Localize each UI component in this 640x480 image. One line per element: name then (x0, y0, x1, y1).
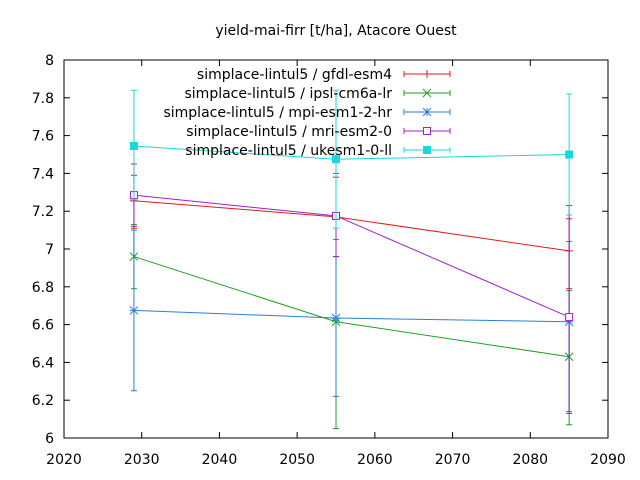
legend-entry-4: simplace-lintul5 / mri-esm2-0 (186, 124, 451, 140)
y-tick-label: 6.2 (32, 393, 54, 409)
data-point-marker (331, 313, 341, 323)
data-point-marker (129, 306, 139, 315)
legend-entry-5: simplace-lintul5 / ukesm1-0-ll (185, 143, 451, 159)
legend-label: simplace-lintul5 / mri-esm2-0 (186, 124, 392, 140)
series-3 (129, 229, 574, 413)
marker-stroke (422, 107, 432, 117)
legend-entry-2: simplace-lintul5 / ipsl-cm6a-lr (185, 86, 451, 102)
x-tick-label: 2060 (357, 452, 393, 468)
series-1 (129, 174, 574, 290)
chart-title: yield-mai-firr [t/ha], Atacore Ouest (215, 23, 457, 39)
marker-square (423, 146, 431, 154)
data-point-marker (565, 150, 574, 159)
series-line (133, 309, 570, 323)
marker-stroke (129, 306, 139, 315)
y-tick-label: 6.8 (32, 280, 54, 296)
marker-square (423, 127, 431, 135)
legend-entry-3: simplace-lintul5 / mpi-esm1-2-hr (163, 105, 451, 121)
y-tick-label: 7 (45, 242, 54, 258)
series-2 (129, 216, 574, 430)
data-point-marker (423, 127, 431, 135)
legend: simplace-lintul5 / gfdl-esm4 simplace-lin… (163, 67, 451, 159)
x-tick-label: 2090 (590, 452, 626, 468)
legend-label: simplace-lintul5 / ipsl-cm6a-lr (185, 86, 393, 102)
data-point-marker (565, 313, 574, 322)
x-tick-label: 2050 (279, 452, 315, 468)
y-tick-label: 6 (45, 431, 54, 447)
legend-entry-1: simplace-lintul5 / gfdl-esm4 (197, 67, 451, 83)
marker-stroke (331, 313, 341, 323)
x-tick-label: 2020 (46, 452, 82, 468)
series-5 (129, 89, 574, 229)
data-point-marker (129, 141, 138, 150)
x-tick-label: 2040 (202, 452, 238, 468)
y-tick-label: 7.8 (32, 91, 54, 107)
data-point-marker (423, 70, 431, 78)
series-line (133, 256, 570, 358)
data-point-marker (423, 146, 431, 154)
marker-square (565, 313, 574, 322)
y-tick-label: 7.4 (32, 166, 54, 182)
legend-label: simplace-lintul5 / mpi-esm1-2-hr (163, 105, 392, 121)
data-point-marker (422, 88, 432, 98)
marker-stroke (422, 88, 432, 98)
data-point-marker (332, 155, 340, 164)
axis-ticks: 2020 2030 2040 2050 2060 2070 2080 2090 6 6.2 6.4 6… (32, 53, 626, 468)
series-layer (129, 89, 574, 430)
series-line (133, 200, 570, 252)
marker-square (332, 155, 340, 164)
y-tick-label: 6.4 (32, 355, 54, 371)
series-line (133, 194, 570, 318)
x-tick-label: 2080 (512, 452, 548, 468)
marker-square (565, 150, 574, 159)
data-point-marker (422, 107, 432, 117)
y-tick-label: 8 (45, 53, 54, 69)
series-4 (129, 163, 574, 414)
y-tick-label: 7.2 (32, 204, 54, 220)
y-tick-label: 6.6 (32, 318, 54, 334)
x-tick-label: 2030 (124, 452, 160, 468)
marker-square (129, 141, 138, 150)
legend-label: simplace-lintul5 / ukesm1-0-ll (185, 143, 392, 159)
x-tick-label: 2070 (435, 452, 471, 468)
y-tick-label: 7.6 (32, 129, 54, 145)
legend-label: simplace-lintul5 / gfdl-esm4 (197, 67, 392, 83)
